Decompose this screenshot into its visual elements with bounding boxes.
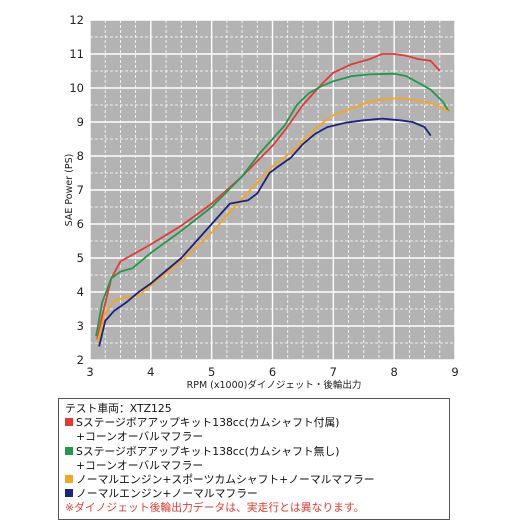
legend-swatch <box>65 489 73 498</box>
y-tick-label: 10 <box>69 81 84 95</box>
legend-entry: ノーマルエンジン+スポーツカムシャフト+ノーマルマフラー <box>65 473 443 487</box>
legend-entry: ノーマルエンジン+ノーマルマフラー <box>65 487 443 501</box>
legend-label: +コーンオーバルマフラー <box>76 458 204 472</box>
legend-label: テスト車両：XTZ125 <box>65 402 172 415</box>
x-tick-label: 5 <box>208 365 215 379</box>
legend-note: ※ダイノジェット後輪出力データは、実走行とは異なります。 <box>65 501 365 515</box>
legend-entry: +コーンオーバルマフラー <box>65 459 443 473</box>
y-axis-label: SAE Power (PS) <box>64 154 75 227</box>
legend-label: Sステージボアアップキット138cc(カムシャフト無し) <box>76 444 340 458</box>
legend-label: +コーンオーバルマフラー <box>76 430 204 444</box>
y-tick-label: 7 <box>77 183 84 197</box>
y-tick-label: 8 <box>77 149 84 163</box>
x-tick-label: 7 <box>330 365 337 379</box>
legend-entry: Sステージボアアップキット138cc(カムシャフト無し) <box>65 445 443 459</box>
y-tick-label: 6 <box>77 217 84 231</box>
x-tick-label: 4 <box>147 365 154 379</box>
legend-label: ノーマルエンジン+ノーマルマフラー <box>76 487 258 501</box>
legend-box: テスト車両：XTZ125 Sステージボアアップキット138cc(カムシャフト付属)… <box>58 398 450 520</box>
y-tick-label: 2 <box>77 353 84 367</box>
legend-swatch <box>65 418 73 427</box>
y-tick-label: 11 <box>69 47 84 61</box>
legend-entry: テスト車両：XTZ125 <box>65 402 443 416</box>
x-tick-label: 8 <box>391 365 398 379</box>
y-tick-label: 5 <box>77 251 84 265</box>
legend-lines: テスト車両：XTZ125 Sステージボアアップキット138cc(カムシャフト付属)… <box>65 402 443 501</box>
x-tick-label: 9 <box>451 365 458 379</box>
legend-entry: Sステージボアアップキット138cc(カムシャフト付属) <box>65 416 443 430</box>
series-line-4 <box>98 117 432 347</box>
legend-label: Sステージボアアップキット138cc(カムシャフト付属) <box>76 416 340 430</box>
legend-label: ノーマルエンジン+スポーツカムシャフト+ノーマルマフラー <box>76 473 375 487</box>
x-tick-label: 3 <box>86 365 93 379</box>
y-tick-label: 3 <box>77 319 84 333</box>
x-tick-label: 6 <box>269 365 276 379</box>
legend-entry: +コーンオーバルマフラー <box>65 430 443 444</box>
legend-swatch <box>65 446 73 455</box>
series-line-2 <box>95 72 450 337</box>
y-tick-label: 4 <box>77 285 84 299</box>
series-layer <box>95 53 450 347</box>
x-tick-labels: 3 4 5 6 7 8 9 <box>86 365 458 379</box>
y-tick-labels: 2 3 4 5 6 7 8 9 10 11 12 <box>69 13 84 367</box>
y-tick-label: 9 <box>77 115 84 129</box>
y-tick-label: 12 <box>69 13 84 27</box>
series-line-1 <box>96 53 441 340</box>
x-axis-label: RPM (x1000)ダイノジェット・後輪出力 <box>187 379 362 391</box>
legend-swatch <box>65 475 73 484</box>
